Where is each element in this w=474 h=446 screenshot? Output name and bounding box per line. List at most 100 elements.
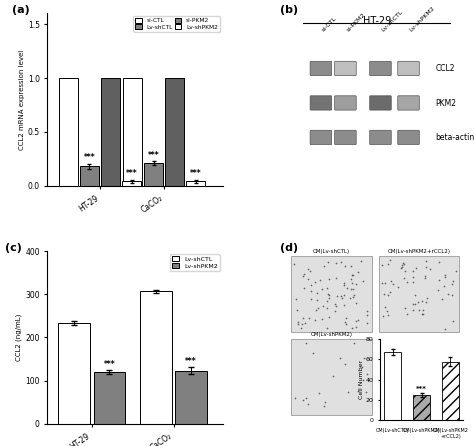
Point	[344, 388, 351, 396]
Point	[325, 294, 333, 301]
Point	[332, 307, 339, 314]
Bar	[175, 371, 207, 424]
Point	[363, 370, 371, 377]
Point	[434, 286, 442, 293]
Point	[295, 320, 302, 327]
Point	[399, 264, 406, 271]
FancyBboxPatch shape	[370, 61, 391, 76]
Text: ***: ***	[185, 356, 197, 366]
Point	[301, 271, 308, 278]
Bar	[58, 323, 90, 424]
Point	[422, 298, 429, 306]
Point	[346, 294, 354, 301]
Point	[360, 377, 367, 384]
Point	[397, 264, 405, 271]
Point	[362, 388, 369, 396]
Text: CCL2: CCL2	[436, 64, 455, 73]
FancyBboxPatch shape	[310, 130, 332, 145]
Point	[418, 311, 426, 318]
Point	[293, 307, 301, 314]
Point	[313, 289, 320, 297]
Point	[310, 349, 317, 356]
Point	[448, 281, 456, 288]
Point	[435, 259, 443, 266]
Point	[301, 319, 309, 326]
Point	[311, 316, 319, 323]
Point	[449, 277, 457, 285]
Point	[317, 277, 324, 284]
Point	[292, 295, 300, 302]
Point	[438, 296, 446, 303]
Point	[424, 294, 431, 301]
Legend: Lv-shCTL, Lv-shPKM2: Lv-shCTL, Lv-shPKM2	[170, 254, 219, 271]
Point	[318, 315, 325, 322]
Point	[449, 292, 456, 299]
Point	[299, 320, 306, 327]
Point	[386, 288, 394, 295]
Point	[411, 291, 419, 298]
Y-axis label: CCL2 mRNA expression level: CCL2 mRNA expression level	[19, 50, 25, 150]
Bar	[291, 339, 372, 415]
Point	[338, 295, 346, 302]
Point	[333, 292, 340, 299]
Point	[453, 268, 460, 275]
Point	[352, 299, 359, 306]
Point	[301, 285, 308, 292]
Point	[441, 325, 448, 332]
Point	[352, 318, 360, 325]
Bar	[379, 256, 459, 332]
Point	[311, 279, 319, 286]
Point	[384, 291, 392, 298]
Text: (b): (b)	[281, 5, 299, 15]
Point	[315, 389, 323, 396]
Point	[332, 303, 339, 310]
Point	[386, 256, 394, 263]
Text: si-PKM2: si-PKM2	[346, 12, 366, 33]
Text: Lv-shPKM2: Lv-shPKM2	[409, 5, 436, 33]
Point	[435, 277, 442, 284]
Point	[313, 297, 321, 304]
Point	[381, 280, 389, 287]
Point	[363, 307, 371, 314]
Point	[307, 281, 315, 289]
FancyBboxPatch shape	[398, 61, 419, 76]
FancyBboxPatch shape	[335, 61, 356, 76]
Point	[400, 260, 408, 268]
Bar	[165, 78, 184, 186]
Text: CM(Lv-shPKM2+rCCL2): CM(Lv-shPKM2+rCCL2)	[387, 249, 450, 254]
Point	[325, 314, 333, 321]
Point	[411, 301, 419, 308]
Point	[332, 301, 339, 308]
Point	[337, 258, 345, 265]
Point	[422, 258, 429, 265]
Point	[409, 278, 417, 285]
Point	[355, 388, 362, 395]
Bar	[80, 166, 99, 186]
Point	[308, 287, 315, 294]
Bar	[93, 372, 125, 424]
Point	[349, 325, 356, 332]
Point	[337, 293, 345, 300]
Point	[306, 268, 314, 275]
Point	[361, 354, 368, 361]
Text: PKM2: PKM2	[436, 99, 456, 107]
Point	[343, 320, 350, 327]
Point	[410, 306, 417, 314]
Text: ***: ***	[126, 169, 137, 178]
Text: ***: ***	[190, 169, 201, 178]
Point	[364, 320, 371, 327]
Point	[442, 272, 449, 279]
Point	[349, 285, 357, 292]
Point	[418, 298, 425, 305]
Text: CM(Lv-shCTL): CM(Lv-shCTL)	[313, 249, 350, 254]
Text: ***: ***	[83, 153, 95, 162]
Point	[341, 319, 349, 326]
Point	[326, 275, 333, 282]
Text: (a): (a)	[12, 5, 30, 15]
Point	[329, 372, 337, 379]
Point	[399, 261, 406, 268]
Point	[350, 339, 357, 347]
Y-axis label: CCL2 (ng/mL): CCL2 (ng/mL)	[16, 314, 22, 361]
Point	[354, 316, 362, 323]
Point	[421, 275, 429, 282]
